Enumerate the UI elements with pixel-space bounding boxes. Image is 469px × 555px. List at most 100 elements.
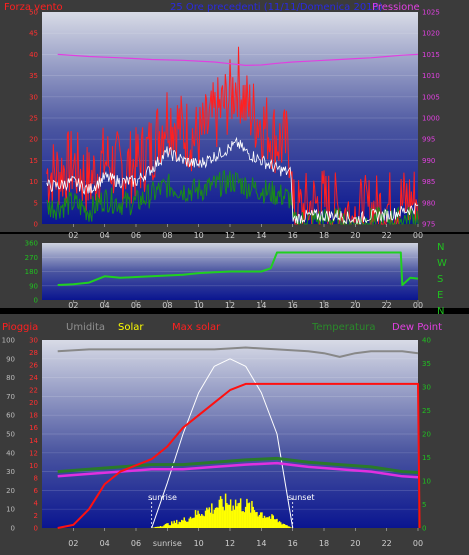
direction-xtick-label: 02 [68, 301, 78, 310]
direction-ytick-label: 180 [25, 268, 38, 276]
rain-xtick-label: 10 [194, 539, 204, 548]
humidity-ytick-label: 20 [6, 487, 15, 495]
rain-xtick-label: 00 [413, 539, 423, 548]
temperature-ytick-label: 20 [422, 431, 431, 439]
pressure-ytick-label: 1000 [422, 115, 440, 123]
wind-xtick-label: 16 [288, 231, 298, 240]
temperature-ytick-label: 25 [422, 407, 431, 415]
wind-xtick-label: 18 [319, 231, 329, 240]
rain-ytick-label: 24 [29, 374, 38, 382]
wind-speed-ytick-label: 5 [34, 199, 38, 207]
wind-speed-ytick-label: 35 [29, 72, 38, 80]
humidity-ytick-label: 50 [6, 431, 15, 439]
temperature-legend: Temperatura [311, 322, 376, 333]
temperature-ytick-label: 10 [422, 478, 431, 486]
wind-legend: Forza vento [4, 2, 63, 13]
rain-ytick-label: 22 [29, 387, 38, 395]
rain-ytick-label: 14 [29, 437, 38, 445]
wind-xtick-label: 22 [382, 231, 392, 240]
dir-letter-w: W [437, 258, 447, 269]
wind-speed-ytick-label: 45 [29, 30, 38, 38]
rain-ytick-label: 30 [29, 337, 38, 345]
rain-ytick-label: 2 [34, 512, 38, 520]
temperature-ytick-label: 15 [422, 454, 431, 462]
rain-ytick-label: 8 [34, 474, 38, 482]
direction-xtick-label: 10 [194, 301, 204, 310]
rain-ytick-label: 18 [29, 412, 38, 420]
direction-ytick-label: 360 [25, 240, 38, 248]
humidity-ytick-label: 60 [6, 412, 15, 420]
pressure-ytick-label: 985 [422, 178, 435, 186]
direction-xtick-label: 12 [225, 301, 235, 310]
pressure-ytick-label: 1025 [422, 9, 440, 17]
wind-avg-line [46, 170, 419, 226]
rain-xtick-label: 02 [68, 539, 78, 548]
rain-ytick-label: 26 [29, 362, 38, 370]
rain-xtick-label: 22 [382, 539, 392, 548]
dew-point-legend: Dew Point [392, 322, 442, 333]
wind-xtick-label: 20 [350, 231, 360, 240]
dir-letter-s: S [437, 274, 443, 285]
direction-xtick-label: 16 [288, 301, 298, 310]
pressure-ytick-label: 1015 [422, 51, 440, 59]
direction-xtick-label: 18 [319, 301, 329, 310]
sunrise-label: sunrise [148, 493, 177, 502]
humidity-ytick-label: 40 [6, 449, 15, 457]
rain-ytick-label: 20 [29, 399, 38, 407]
pressure-ytick-label: 1005 [422, 93, 440, 101]
humidity-ytick-label: 70 [6, 393, 15, 401]
rain-legend: Pioggia [2, 322, 38, 333]
rain-xtick-label: 04 [100, 539, 110, 548]
humidity-ytick-label: 90 [6, 355, 15, 363]
temperature-line [57, 456, 419, 474]
rain-ytick-label: 4 [34, 499, 39, 507]
dir-letter-n-bottom: N [437, 306, 444, 317]
wind-xtick-label: 00 [413, 231, 423, 240]
rain-plot-area [42, 340, 418, 528]
direction-xtick-label: 22 [382, 301, 392, 310]
solar-legend: Solar [118, 322, 144, 333]
wind-speed-ytick-label: 15 [29, 157, 38, 165]
temperature-ytick-label: 30 [422, 384, 431, 392]
rain-xtick-label: 18 [319, 539, 329, 548]
rain-ytick-label: 12 [29, 449, 38, 457]
wind-xtick-label: 12 [225, 231, 235, 240]
rain-xtick-label: 20 [350, 539, 360, 548]
max-solar-legend: Max solar [172, 322, 221, 333]
pressure-ytick-label: 980 [422, 199, 435, 207]
pressure-ytick-label: 990 [422, 157, 435, 165]
dir-letter-e: E [437, 290, 443, 301]
rain-xtick-label: 16 [288, 539, 298, 548]
rain-ytick-label: 6 [34, 487, 39, 495]
direction-xtick-label: 20 [350, 301, 360, 310]
wind-speed-ytick-label: 50 [29, 9, 38, 17]
direction-ytick-label: 0 [34, 297, 38, 305]
wind-xtick-label: 08 [162, 231, 172, 240]
rain-xtick-label: 12 [225, 539, 235, 548]
direction-ytick-label: 270 [25, 254, 38, 262]
wind-speed-ytick-label: 20 [29, 136, 38, 144]
rain-ytick-label: 16 [29, 424, 38, 432]
direction-xtick-label: 08 [162, 301, 172, 310]
humidity-ytick-label: 100 [2, 337, 15, 345]
wind-xtick-label: 04 [100, 231, 110, 240]
temperature-ytick-label: 35 [422, 360, 431, 368]
wind-speed-ytick-label: 10 [29, 178, 38, 186]
pressure-line [57, 53, 419, 67]
wind-speed-ytick-label: 0 [34, 221, 38, 229]
pressure-legend: Pressione [372, 2, 420, 13]
humidity-line [57, 346, 419, 358]
temperature-ytick-label: 5 [422, 501, 426, 509]
humidity-ytick-label: 0 [11, 525, 15, 533]
humidity-legend: Umidita [66, 322, 105, 333]
direction-xtick-label: 04 [100, 301, 110, 310]
wind-xtick-label: 06 [131, 231, 141, 240]
wind-title: 25 Ore precedenti (11/11/Domenica 2016) [170, 2, 383, 13]
max-solar-line [151, 358, 294, 529]
wind-xtick-label: 14 [256, 231, 266, 240]
direction-xtick-label: 14 [256, 301, 266, 310]
rain-xtick-label: sunrise [153, 539, 182, 548]
rain-xtick-label: 06 [131, 539, 141, 548]
rain-xtick-label: 14 [256, 539, 266, 548]
